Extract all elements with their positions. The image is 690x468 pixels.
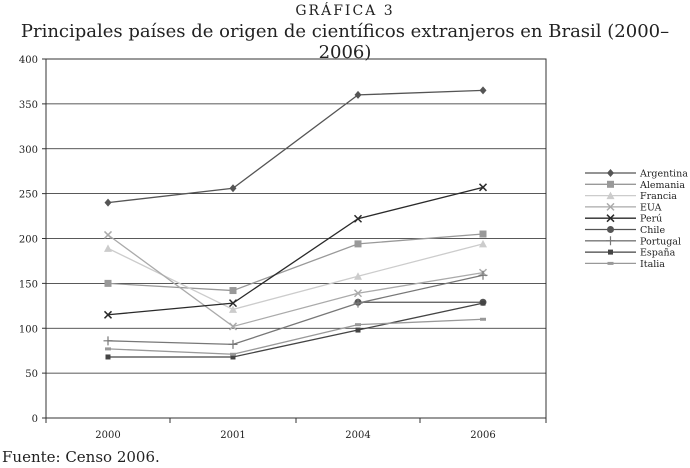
data-point: [103, 310, 113, 319]
legend-item: Portugal: [585, 236, 681, 247]
data-point: [229, 305, 237, 313]
data-point: [229, 287, 237, 295]
legend-item: EUA: [585, 202, 662, 213]
y-tick-label: 400: [19, 55, 38, 66]
series-argentina: [104, 86, 487, 207]
data-point: [479, 230, 487, 238]
chart-kicker: GRÁFICA 3: [295, 3, 395, 19]
data-point: [607, 261, 614, 265]
data-point: [104, 244, 112, 252]
y-tick-label: 100: [19, 324, 38, 335]
data-point: [228, 322, 238, 331]
data-point: [606, 214, 615, 223]
chart-title: Principales países de origen de científi…: [20, 21, 670, 63]
y-tick-label: 200: [19, 235, 38, 246]
data-point: [230, 354, 236, 360]
series-line: [108, 302, 484, 358]
data-point: [354, 90, 362, 99]
y-tick-label: 50: [25, 369, 38, 380]
legend-item: Perú: [585, 214, 662, 225]
data-point: [103, 336, 113, 346]
data-point: [104, 279, 112, 287]
series-line: [107, 89, 484, 204]
y-tick-label: 350: [19, 100, 38, 111]
data-point: [606, 202, 615, 211]
data-point: [355, 327, 361, 333]
data-point: [353, 214, 363, 223]
data-point: [354, 240, 362, 248]
data-point: [229, 184, 237, 193]
legend-label: Italia: [640, 259, 665, 270]
source-note: Fuente: Censo 2006.: [2, 448, 160, 466]
x-tick-label: 2001: [220, 430, 245, 441]
legend-item: Chile: [585, 225, 665, 236]
data-point: [606, 236, 615, 246]
data-point: [480, 300, 486, 306]
data-point: [105, 354, 111, 360]
data-point: [478, 270, 488, 280]
data-point: [478, 183, 488, 192]
legend-label: España: [640, 248, 676, 259]
legend-label: EUA: [640, 202, 662, 213]
series-line: [107, 274, 484, 346]
series-line: [107, 233, 484, 292]
y-tick-label: 150: [19, 279, 38, 290]
data-point: [105, 347, 111, 351]
legend-label: Portugal: [640, 236, 681, 247]
legend-item: Italia: [585, 259, 665, 270]
data-point: [354, 272, 362, 280]
x-tick-label: 2004: [345, 430, 370, 441]
x-tick-label: 2006: [470, 430, 495, 441]
series-line: [107, 318, 484, 355]
data-point: [607, 169, 614, 177]
data-point: [353, 298, 363, 308]
legend-item: Argentina: [585, 169, 688, 180]
legend-item: España: [585, 248, 676, 259]
series-line: [107, 243, 484, 311]
y-tick-label: 0: [32, 414, 38, 425]
legend-item: Francia: [585, 191, 677, 202]
series-alemania: [104, 230, 487, 295]
series-portugal: [103, 270, 488, 349]
series-perú: [103, 183, 488, 319]
data-point: [228, 339, 238, 349]
data-point: [103, 230, 113, 239]
data-point: [104, 198, 112, 207]
y-tick-label: 250: [19, 190, 38, 201]
data-point: [479, 86, 487, 95]
data-point: [228, 299, 238, 308]
data-point: [480, 317, 486, 321]
series-italia: [105, 317, 486, 356]
legend-label: Perú: [640, 214, 662, 225]
y-tick-label: 300: [19, 145, 38, 156]
legend-label: Argentina: [639, 169, 688, 180]
legend-label: Alemania: [639, 180, 685, 191]
data-point: [479, 239, 487, 248]
legend-label: Francia: [640, 191, 677, 202]
data-point: [607, 180, 614, 188]
data-point: [355, 323, 361, 327]
series-line: [107, 186, 484, 316]
data-point: [353, 289, 363, 298]
legend-item: Alemania: [585, 180, 685, 191]
series-españa: [105, 300, 486, 360]
x-tick-label: 2000: [95, 430, 120, 441]
series-line: [107, 234, 484, 328]
series-francia: [104, 239, 487, 313]
data-point: [230, 352, 236, 356]
data-point: [607, 226, 614, 233]
data-point: [608, 249, 613, 255]
legend-label: Chile: [640, 225, 665, 236]
data-point: [606, 191, 615, 200]
legend: ArgentinaAlemaniaFranciaEUAPerúChilePort…: [585, 169, 688, 270]
